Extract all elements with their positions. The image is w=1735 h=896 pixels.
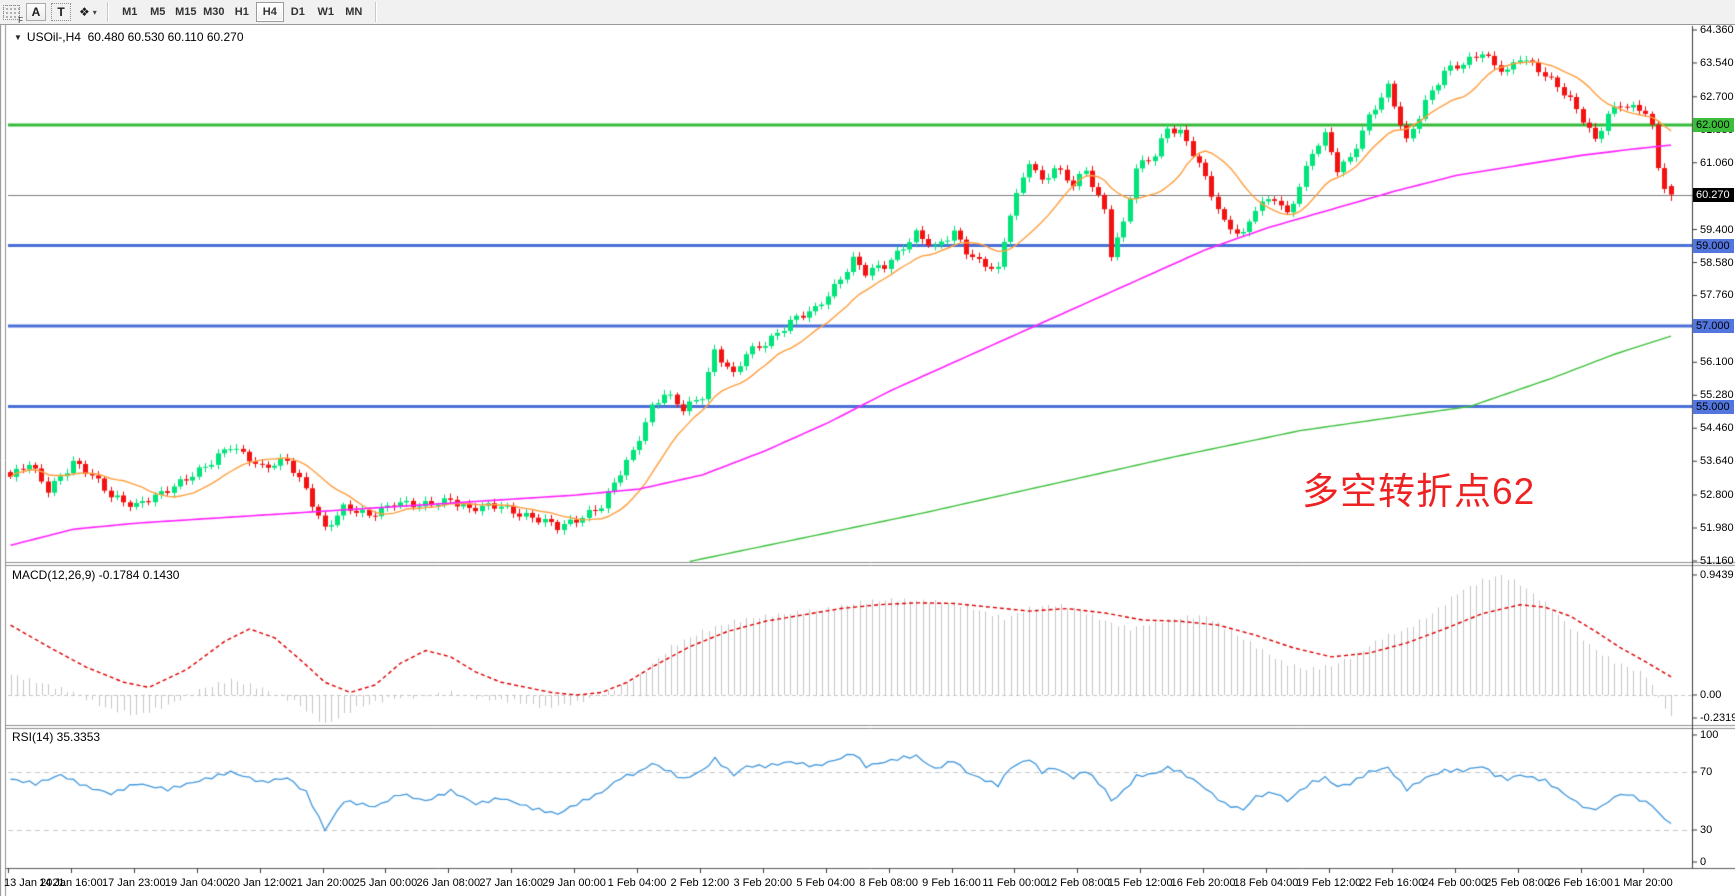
hline-price-badge: 62.000 (1693, 117, 1734, 132)
price-axis-tick: 56.100 (1700, 356, 1734, 369)
timeframe-d1-button[interactable]: D1 (290, 6, 305, 18)
current-price-badge: 60.270 (1693, 187, 1734, 202)
price-axis-tick: 64.360 (1700, 24, 1734, 36)
price-axis-tick: 52.800 (1700, 489, 1734, 502)
toolbar-separator (374, 2, 377, 22)
time-axis-label: 26 Jan 08:00 (416, 877, 481, 889)
dropdown-caret-icon[interactable]: ▾ (92, 7, 97, 17)
ohlc-readout: 60.480 60.530 60.110 60.270 (87, 30, 244, 44)
time-axis-label: 24 Feb 00:00 (1422, 877, 1488, 889)
price-axis[interactable] (1692, 27, 1735, 868)
font-tool-button[interactable]: A (26, 3, 46, 21)
time-axis-label: 5 Feb 04:00 (796, 877, 856, 889)
macd-axis-tick: 0.9439 (1700, 569, 1734, 581)
time-axis-label: 25 Feb 08:00 (1485, 877, 1551, 889)
time-axis-label: 19 Jan 04:00 (164, 877, 229, 889)
price-axis-tick: 51.160 (1700, 554, 1734, 567)
time-axis-label: 27 Jan 16:00 (479, 877, 543, 889)
timeframe-m1-button[interactable]: M1 (122, 6, 138, 18)
time-axis-label: 12 Feb 08:00 (1044, 877, 1110, 889)
objects-tool-button[interactable]: ❖ ▾ (79, 5, 97, 19)
price-axis-tick: 63.540 (1700, 56, 1734, 69)
time-axis-label: 11 Feb 00:00 (982, 877, 1047, 889)
chart-title: ▼ USOil-,H4 60.480 60.530 60.110 60.270 (14, 30, 244, 44)
timeframe-m15-button[interactable]: M15 (175, 6, 197, 18)
timeframe-w1-button[interactable]: W1 (317, 6, 335, 18)
time-axis-label: 18 Feb 04:00 (1233, 877, 1299, 889)
time-axis-label: 15 Feb 12:00 (1107, 877, 1173, 889)
macd-pane[interactable] (8, 566, 1692, 726)
time-axis-label: 13 Jan 2021 (4, 877, 65, 889)
hline-price-badge: 59.000 (1693, 238, 1734, 253)
timeframe-h1-button[interactable]: H1 (234, 6, 249, 18)
macd-indicator-label: MACD(12,26,9) -0.1784 0.1430 (12, 568, 180, 582)
price-axis-tick: 51.980 (1700, 522, 1734, 534)
time-axis-label: 3 Feb 20:00 (733, 877, 793, 889)
macd-axis-tick: 0.00 (1700, 689, 1722, 701)
time-axis-label: 22 Feb 16:00 (1359, 877, 1425, 889)
toolbar-separator (106, 2, 109, 22)
chart-annotation-text: 多空转折点62 (1302, 471, 1536, 512)
text-tool-button[interactable]: T (51, 3, 71, 21)
timeframe-m30-button[interactable]: M30 (203, 6, 225, 18)
hline-price-badge: 57.000 (1693, 319, 1734, 334)
tool-button-group: A T ❖ ▾ (26, 3, 100, 21)
price-axis-tick: 53.640 (1700, 455, 1734, 468)
time-axis-label: 17 Jan 23:00 (101, 877, 166, 889)
timeframe-m5-button[interactable]: M5 (150, 6, 166, 18)
time-axis-label: 29 Jan 00:00 (542, 877, 606, 889)
price-axis-tick: 57.760 (1700, 289, 1734, 302)
hline-price-badge: 55.000 (1693, 399, 1734, 414)
collapse-triangle-icon[interactable]: ▼ (14, 33, 22, 42)
timeframe-mn-button[interactable]: MN (345, 6, 363, 18)
time-axis-label: 21 Jan 20:00 (290, 877, 355, 889)
rsi-axis-tick: 0 (1700, 856, 1707, 868)
time-axis-label: 2 Feb 12:00 (670, 877, 730, 889)
time-axis-label: 19 Feb 12:00 (1296, 877, 1362, 889)
price-axis-tick: 62.700 (1700, 90, 1734, 103)
timeframe-h4-button[interactable]: H4 (255, 2, 284, 22)
rsi-axis-tick: 30 (1700, 824, 1713, 836)
rsi-pane[interactable] (8, 728, 1692, 868)
time-axis-label: 14 Jan 16:00 (39, 877, 103, 889)
time-axis-label: 16 Feb 20:00 (1170, 877, 1236, 889)
price-axis-tick: 58.580 (1700, 256, 1734, 269)
rsi-indicator-label: RSI(14) 35.3353 (12, 730, 101, 744)
time-axis-label: 1 Mar 20:00 (1614, 877, 1673, 889)
toolbar-grip-icon[interactable]: F (3, 4, 23, 25)
price-axis-tick: 59.400 (1700, 223, 1734, 236)
time-axis-label: 26 Feb 16:00 (1548, 877, 1613, 889)
time-axis-label: 8 Feb 08:00 (859, 877, 918, 889)
time-axis-label: 1 Feb 04:00 (607, 877, 667, 889)
price-axis-tick: 54.460 (1700, 422, 1734, 435)
rsi-axis-tick: 100 (1700, 729, 1719, 741)
symbol-period: USOil-,H4 (26, 30, 81, 44)
time-axis-label: 25 Jan 00:00 (353, 877, 418, 889)
timeframe-group: M1 M5 M15 M30 H1 H4 D1 W1 MN (116, 2, 368, 22)
macd-axis-tick: -0.2319 (1700, 712, 1735, 724)
time-axis-label: 9 Feb 16:00 (922, 877, 981, 889)
price-axis-tick: 55.280 (1700, 389, 1734, 402)
price-axis-tick: 61.060 (1700, 156, 1734, 169)
rsi-axis-tick: 70 (1700, 766, 1713, 778)
time-axis-label: 20 Jan 12:00 (227, 877, 292, 889)
toolbar: F A T ❖ ▾ M1 M5 M15 M30 H1 H4 D1 W1 MN (0, 0, 1735, 25)
